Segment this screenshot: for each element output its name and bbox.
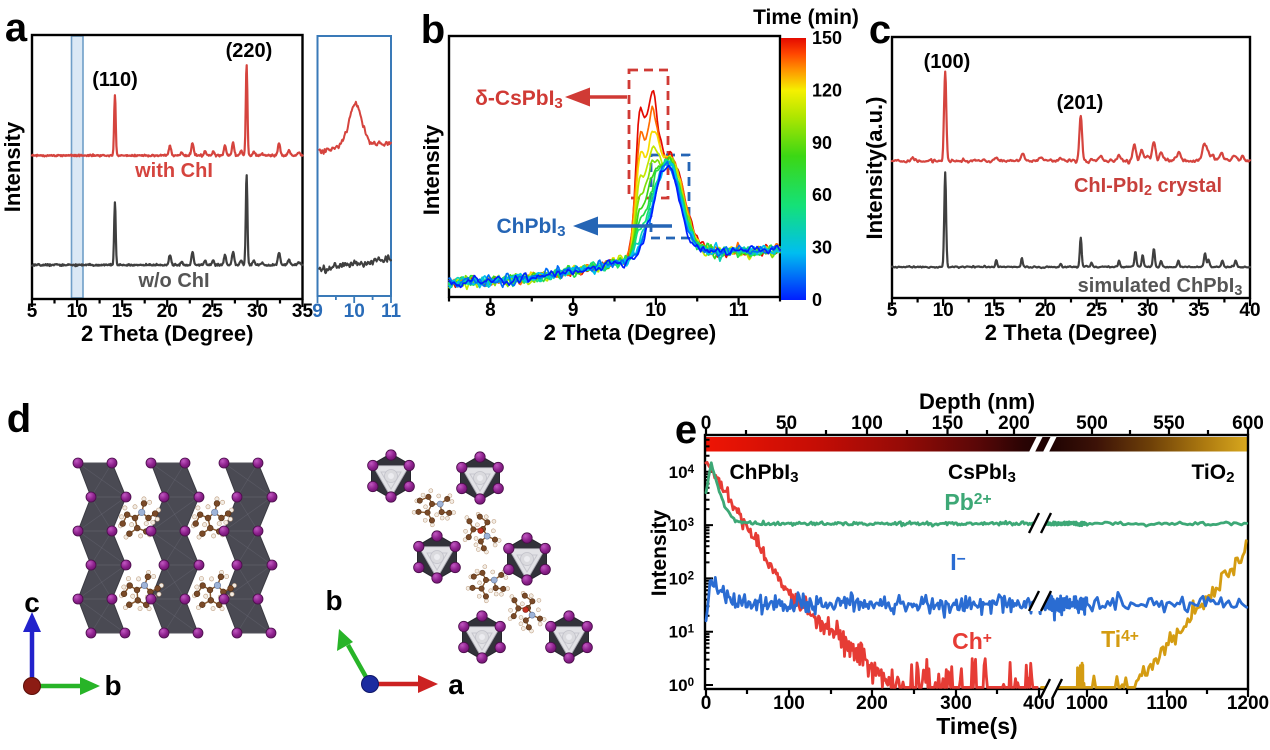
svg-text:60: 60 — [812, 185, 832, 205]
svg-text:8: 8 — [485, 300, 496, 321]
svg-text:0: 0 — [812, 290, 822, 310]
svg-text:500: 500 — [1076, 413, 1108, 434]
svg-text:c: c — [869, 8, 891, 52]
svg-text:δ-CsPbI3: δ-CsPbI3 — [475, 87, 563, 112]
svg-text:b: b — [421, 8, 445, 52]
svg-text:10: 10 — [933, 300, 954, 321]
svg-text:1000: 1000 — [1066, 693, 1108, 714]
svg-text:90: 90 — [812, 133, 832, 153]
svg-text:100: 100 — [851, 413, 883, 434]
svg-text:0: 0 — [701, 413, 712, 434]
svg-text:Intensity(a.u.): Intensity(a.u.) — [862, 96, 887, 239]
svg-text:Intensity: Intensity — [0, 121, 25, 212]
svg-text:9: 9 — [312, 301, 323, 322]
svg-text:Intensity: Intensity — [648, 510, 671, 597]
svg-text:simulated ChPbI3: simulated ChPbI3 — [1078, 275, 1243, 299]
svg-text:w/o ChI: w/o ChI — [137, 270, 209, 292]
svg-text:5: 5 — [27, 301, 38, 322]
svg-text:40: 40 — [1239, 300, 1260, 321]
svg-text:c: c — [24, 587, 40, 618]
svg-text:25: 25 — [1086, 300, 1108, 321]
svg-text:35: 35 — [292, 301, 314, 322]
svg-text:550: 550 — [1153, 413, 1185, 434]
svg-text:25: 25 — [202, 301, 224, 322]
svg-text:a: a — [448, 669, 464, 700]
svg-text:10: 10 — [67, 301, 88, 322]
svg-text:b: b — [104, 670, 121, 701]
svg-text:Time(s): Time(s) — [936, 713, 1017, 739]
svg-text:2 Theta (Degree): 2 Theta (Degree) — [985, 320, 1157, 345]
svg-text:200: 200 — [856, 693, 888, 714]
svg-text:e: e — [675, 408, 697, 452]
svg-text:150: 150 — [812, 28, 842, 48]
svg-text:15: 15 — [112, 301, 134, 322]
svg-text:ChPbI3: ChPbI3 — [729, 461, 798, 486]
svg-text:(201): (201) — [1057, 92, 1104, 114]
svg-text:150: 150 — [932, 413, 964, 434]
svg-text:Depth (nm): Depth (nm) — [919, 389, 1035, 414]
svg-text:11: 11 — [729, 300, 750, 321]
svg-text:30: 30 — [812, 238, 832, 258]
svg-text:CsPbI3: CsPbI3 — [948, 461, 1016, 486]
svg-text:10: 10 — [344, 301, 365, 322]
svg-text:(220): (220) — [226, 40, 273, 62]
svg-text:(110): (110) — [92, 69, 138, 91]
svg-text:600: 600 — [1232, 413, 1264, 434]
svg-text:with ChI: with ChI — [134, 160, 213, 182]
svg-text:20: 20 — [157, 301, 178, 322]
svg-text:Intensity: Intensity — [419, 124, 444, 215]
svg-text:Time (min): Time (min) — [753, 6, 859, 29]
svg-text:100: 100 — [773, 693, 805, 714]
svg-text:10: 10 — [645, 300, 666, 321]
svg-text:2 Theta (Degree): 2 Theta (Degree) — [81, 321, 253, 346]
svg-text:11: 11 — [381, 301, 402, 322]
svg-text:120: 120 — [812, 80, 842, 100]
svg-text:30: 30 — [247, 301, 268, 322]
svg-text:50: 50 — [776, 413, 797, 434]
svg-text:200: 200 — [998, 413, 1030, 434]
svg-text:15: 15 — [984, 300, 1006, 321]
svg-text:30: 30 — [1137, 300, 1158, 321]
svg-text:2 Theta (Degree): 2 Theta (Degree) — [544, 320, 716, 345]
svg-text:b: b — [325, 585, 342, 616]
svg-text:5: 5 — [887, 300, 898, 321]
svg-text:0: 0 — [701, 693, 712, 714]
svg-text:(100): (100) — [924, 51, 971, 73]
svg-text:1100: 1100 — [1146, 693, 1187, 714]
svg-text:ChPbI3: ChPbI3 — [496, 215, 565, 240]
svg-text:a: a — [5, 6, 28, 50]
svg-text:20: 20 — [1035, 300, 1056, 321]
svg-text:1200: 1200 — [1227, 693, 1269, 714]
svg-text:9: 9 — [568, 300, 579, 321]
svg-text:d: d — [7, 397, 31, 441]
svg-text:300: 300 — [940, 693, 972, 714]
svg-text:35: 35 — [1188, 300, 1210, 321]
